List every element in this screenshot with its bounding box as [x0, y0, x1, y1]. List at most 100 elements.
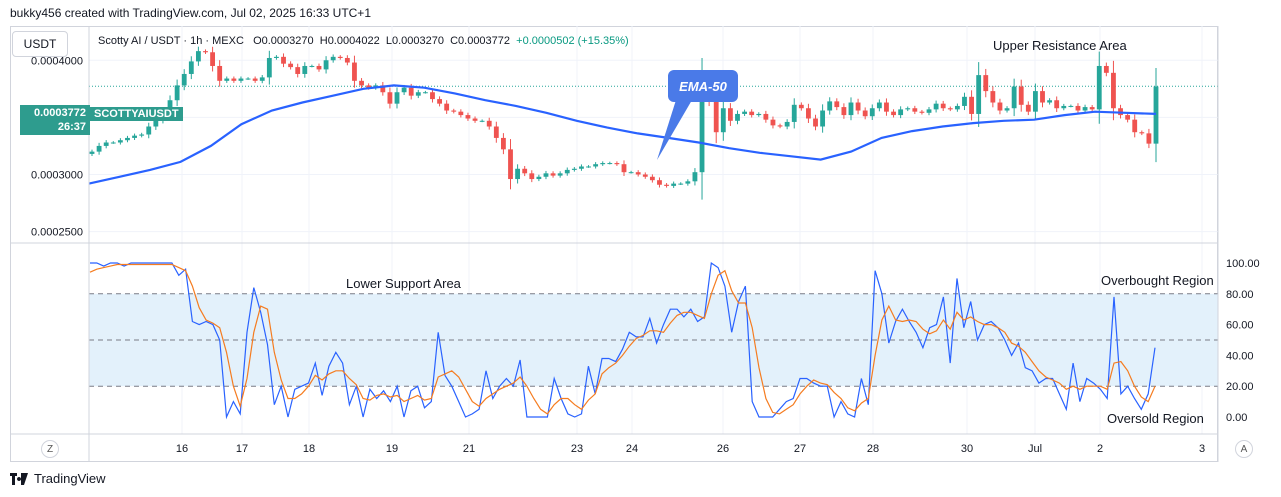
stochastic-tick-label: 0.00	[1226, 412, 1247, 424]
candle	[692, 168, 698, 186]
candle	[855, 98, 861, 115]
auto-scale-button[interactable]: A	[1235, 440, 1253, 458]
candle	[571, 167, 577, 172]
candle	[259, 74, 265, 84]
candle-body	[855, 102, 861, 111]
bar-countdown: 26:37	[57, 121, 86, 133]
time-tick-label: 24	[626, 443, 638, 455]
candle	[983, 68, 989, 98]
lower-support-label: Lower Support Area	[346, 276, 461, 291]
candle-body	[1033, 91, 1038, 112]
candle	[415, 89, 421, 99]
candle	[990, 86, 996, 108]
candle	[174, 79, 180, 107]
candle-body	[224, 78, 230, 81]
candle	[579, 164, 584, 171]
candle	[323, 56, 329, 74]
candle-body	[628, 172, 634, 174]
price-tick-label: 0.0003000	[31, 169, 83, 181]
candle-body	[869, 108, 875, 117]
candle-body	[1132, 119, 1138, 133]
candle-body	[848, 102, 854, 116]
candle-body	[359, 80, 364, 86]
candle-body	[437, 99, 442, 104]
candle-body	[770, 119, 776, 126]
candle	[600, 161, 606, 166]
candle	[110, 141, 116, 144]
time-tick-label: 18	[303, 443, 315, 455]
candle-body	[139, 134, 145, 136]
candle	[359, 78, 364, 89]
candle	[501, 133, 506, 155]
candle	[876, 99, 882, 112]
stochastic-tick-label: 80.00	[1226, 289, 1254, 301]
candle-body	[1103, 65, 1109, 73]
candle-body	[742, 111, 747, 114]
candle	[657, 177, 662, 188]
candle	[1111, 60, 1116, 121]
zoom-button[interactable]: Z	[41, 440, 59, 458]
candle	[430, 88, 435, 103]
candle	[628, 170, 634, 174]
candle-body	[586, 166, 591, 168]
candle-body	[323, 60, 329, 70]
candle-body	[834, 101, 840, 108]
candle	[103, 140, 109, 149]
stochastic-d-line	[89, 263, 1156, 415]
candle-body	[876, 102, 882, 109]
candle-body	[309, 65, 315, 67]
candle-body	[962, 96, 967, 106]
candle-body	[1054, 100, 1060, 109]
candle-body	[685, 181, 691, 184]
candle	[465, 112, 471, 121]
candle-body	[997, 102, 1003, 111]
candle-body	[571, 168, 577, 170]
candle	[437, 96, 442, 107]
last-price-value: 0.0003772	[34, 107, 86, 119]
candle-body	[720, 108, 726, 133]
candle-body	[919, 111, 925, 113]
candle	[614, 161, 620, 166]
candle	[394, 87, 400, 109]
candle-body	[479, 120, 485, 122]
candle-body	[408, 87, 414, 96]
candle	[962, 92, 967, 111]
candle-body	[444, 103, 450, 111]
candle	[798, 102, 804, 111]
candle	[1132, 114, 1138, 138]
candle-body	[983, 75, 989, 92]
candle	[735, 110, 740, 125]
currency-button[interactable]: USDT	[12, 31, 68, 57]
candle	[422, 90, 428, 94]
candle-body	[756, 113, 762, 116]
legend-high: H0.0004022	[319, 35, 380, 47]
candle	[252, 76, 258, 83]
candle-body	[635, 172, 641, 175]
candle	[274, 55, 279, 60]
candle	[117, 138, 123, 145]
candle	[784, 119, 790, 130]
candle-body	[777, 125, 783, 127]
candle-body	[905, 108, 911, 110]
candle	[841, 103, 847, 119]
candle-body	[1111, 72, 1116, 109]
candle	[444, 100, 450, 114]
candle-body	[174, 85, 180, 101]
header-bar: bukky456 created with TradingView.com, J…	[0, 0, 1281, 26]
candle-body	[642, 174, 648, 177]
candle	[919, 109, 925, 115]
price-tick-label: 0.0002500	[31, 227, 83, 239]
legend-open: O0.0003270	[253, 35, 314, 47]
candle	[770, 116, 776, 129]
candle	[245, 77, 251, 80]
candle-body	[472, 118, 478, 121]
candle-body	[1047, 100, 1053, 103]
candle-body	[422, 92, 428, 94]
axis-layer: 16 17 18 19 21 23 24 26 27 28 30 Jul 2 30.00025000.00…	[31, 55, 1260, 455]
footer-brand-text: TradingView	[34, 471, 106, 486]
candle-body	[969, 96, 974, 114]
candle	[976, 62, 982, 127]
candle	[869, 104, 875, 120]
candle	[947, 106, 953, 112]
